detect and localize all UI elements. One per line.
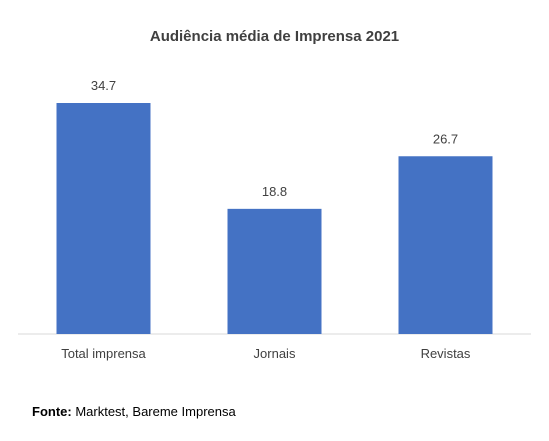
bar-1 (227, 208, 322, 334)
source-label: Fonte: (32, 404, 72, 419)
chart-title: Audiência média de Imprensa 2021 (149, 28, 400, 45)
category-label-2: Revistas (421, 346, 471, 361)
data-label-1: 18.8 (262, 184, 287, 199)
bar-2 (398, 156, 493, 334)
bar-0 (56, 103, 151, 334)
source-note: Fonte: Marktest, Bareme Imprensa (32, 404, 236, 419)
category-label-1: Jornais (254, 346, 296, 361)
data-label-0: 34.7 (91, 78, 116, 93)
data-label-2: 26.7 (433, 131, 458, 146)
category-label-0: Total imprensa (61, 346, 146, 361)
source-text: Marktest, Bareme Imprensa (71, 404, 236, 419)
